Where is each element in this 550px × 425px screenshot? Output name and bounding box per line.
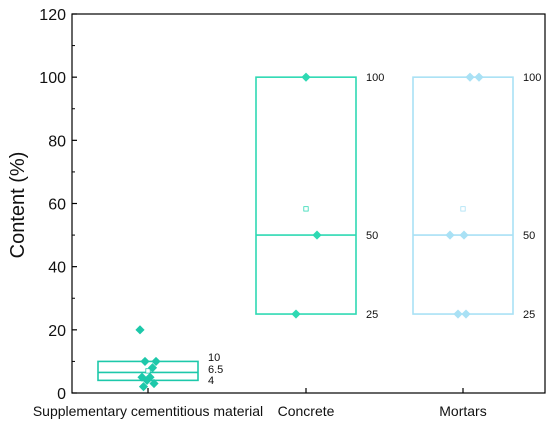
box-value-label: 100 [366,72,384,84]
box-value-label: 4 [208,375,214,387]
box-value-label: 10 [208,352,220,364]
data-point [142,375,152,385]
y-axis-label: Content (%) [7,152,29,259]
data-point [474,72,484,82]
box-value-label: 50 [523,230,535,242]
mean-marker [303,206,309,212]
box [255,76,357,315]
data-point [453,309,463,319]
y-tick-label: 60 [48,197,66,214]
box [412,76,514,315]
data-point [138,382,149,392]
y-tick-label: 0 [57,386,66,403]
y-tick-label: 120 [39,7,66,24]
x-category-label: Mortars [439,403,486,419]
data-point [135,325,145,335]
y-tick-label: 80 [48,133,66,150]
data-point [291,309,301,319]
x-category-label: Supplementary cementitious material [33,403,263,419]
chart-marks: 106.54 100 50 25 100 50 25 [97,72,541,392]
data-point [465,72,475,82]
data-point [147,363,158,373]
axes: 0 20 40 60 80 100 120 Supplementary cementitiou… [33,7,546,419]
data-point [445,230,455,240]
mean-marker [145,368,151,374]
data-point [151,356,161,367]
data-point [140,356,150,367]
mean-marker [460,206,466,212]
data-point [312,230,322,240]
y-tick-label: 100 [39,70,66,87]
box-value-label: 6.5 [208,364,223,376]
data-point [149,378,159,389]
box-value-label: 25 [366,309,378,321]
data-point [461,309,471,319]
y-tick-label: 40 [48,260,66,277]
data-point [301,72,311,82]
box-value-label: 100 [523,72,541,84]
box-value-label: 50 [366,230,378,242]
y-tick-label: 20 [48,323,66,340]
x-category-label: Concrete [278,403,335,419]
data-point [459,230,469,240]
box-value-label: 25 [523,309,535,321]
plot-frame [71,13,546,394]
